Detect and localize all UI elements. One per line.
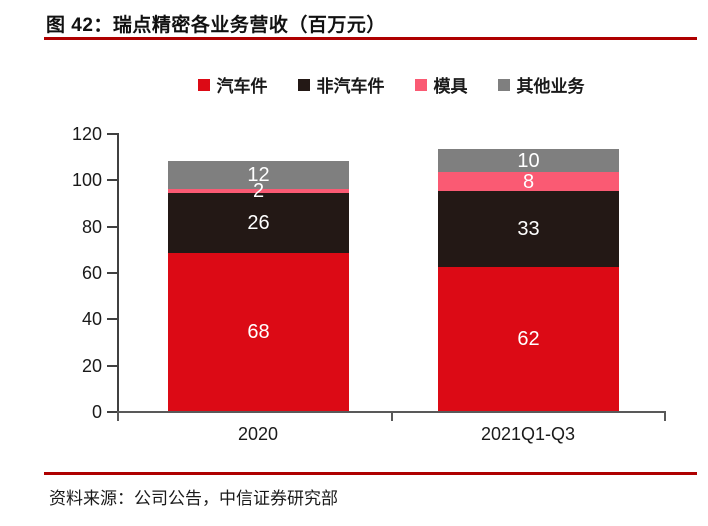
legend-item-汽车件: 汽车件: [197, 72, 268, 97]
y-axis-tick-label: 20: [81, 355, 102, 376]
title-underline-rule: [44, 37, 697, 40]
legend-label: 其他业务: [516, 77, 585, 96]
legend-swatch-icon: [197, 78, 210, 91]
legend-item-模具: 模具: [414, 72, 468, 97]
bar-segment-模具: 8: [438, 170, 619, 193]
y-axis-tick: [107, 411, 117, 413]
data-label: 33: [517, 218, 540, 241]
data-label: 10: [517, 149, 540, 172]
x-axis-tick: [391, 413, 393, 421]
y-axis-tick: [107, 133, 117, 135]
x-axis-tick: [664, 413, 666, 421]
y-axis-tick-label: 40: [81, 309, 102, 330]
source-note: 资料来源：公司公告，中信证券研究部: [49, 489, 338, 508]
bar-segment-汽车件: 62: [438, 267, 619, 411]
y-axis-tick: [107, 225, 117, 228]
y-axis-line: [117, 133, 119, 413]
x-axis-tick: [117, 413, 119, 421]
footer-rule: [44, 472, 697, 475]
bar-segment-其他业务: 12: [168, 160, 349, 189]
y-axis-tick: [107, 179, 117, 182]
data-label: 12: [247, 163, 270, 186]
data-label: 68: [247, 321, 270, 344]
bar-segment-其他业务: 10: [438, 149, 619, 173]
figure-title: 图 42：瑞点精密各业务营收（百万元）: [46, 15, 386, 36]
x-axis-line: [117, 411, 666, 413]
y-axis-tick: [107, 364, 117, 367]
chart-legend: 汽车件 非汽车件 模具 其他业务: [118, 72, 664, 97]
bar-segment-模具: 2: [168, 181, 349, 201]
y-axis-tick: [107, 318, 117, 321]
legend-swatch-icon: [497, 78, 510, 91]
y-axis-tick: [107, 272, 117, 274]
x-category-label: 2020: [237, 424, 279, 444]
bar-segment-非汽车件: 26: [168, 193, 349, 254]
legend-label: 模具: [433, 77, 468, 96]
legend-label: 非汽车件: [316, 77, 385, 96]
bar-segment-非汽车件: 33: [438, 190, 619, 268]
data-label: 62: [517, 328, 540, 351]
y-axis-tick-label: 120: [71, 124, 102, 144]
bar-segment-汽车件: 68: [168, 253, 349, 411]
y-axis-tick-label: 80: [81, 216, 102, 237]
legend-item-其他业务: 其他业务: [497, 72, 585, 97]
y-axis-tick-label: 60: [81, 263, 102, 283]
legend-swatch-icon: [297, 78, 310, 91]
data-label: 8: [522, 170, 535, 193]
data-label: 26: [247, 212, 270, 235]
y-axis-tick-label: 0: [91, 402, 102, 422]
legend-item-非汽车件: 非汽车件: [297, 72, 385, 97]
y-axis-tick-label: 100: [71, 170, 102, 191]
x-category-label: 2021Q1-Q3: [480, 424, 576, 444]
legend-swatch-icon: [414, 78, 427, 91]
legend-label: 汽车件: [216, 77, 268, 96]
